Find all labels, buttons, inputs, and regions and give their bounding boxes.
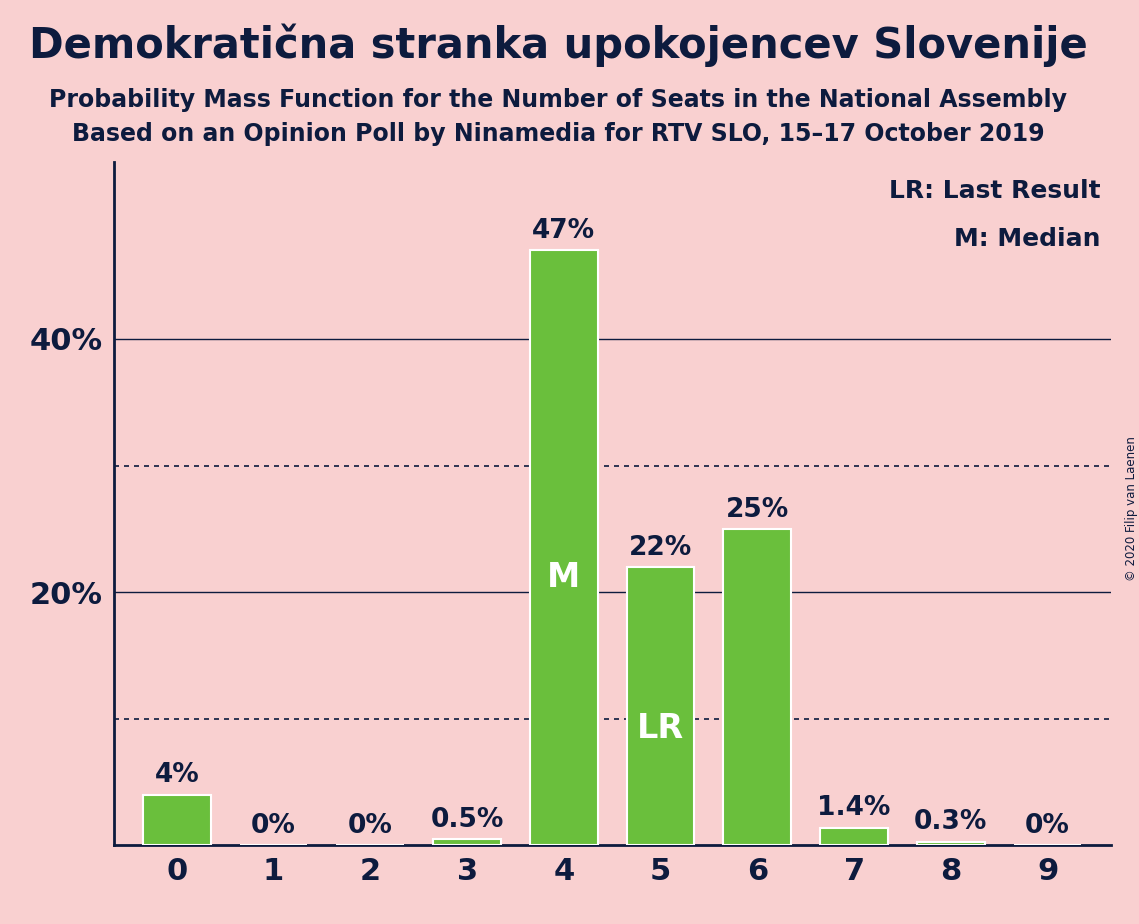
Text: 4%: 4%: [155, 762, 199, 788]
Text: LR: Last Result: LR: Last Result: [888, 179, 1100, 202]
Text: 0.5%: 0.5%: [431, 807, 503, 833]
Text: 25%: 25%: [726, 496, 789, 523]
Text: 1.4%: 1.4%: [818, 796, 891, 821]
Text: Probability Mass Function for the Number of Seats in the National Assembly: Probability Mass Function for the Number…: [49, 88, 1067, 112]
Text: © 2020 Filip van Laenen: © 2020 Filip van Laenen: [1124, 436, 1138, 580]
Text: Based on an Opinion Poll by Ninamedia for RTV SLO, 15–17 October 2019: Based on an Opinion Poll by Ninamedia fo…: [72, 122, 1044, 146]
Bar: [820, 828, 888, 845]
Text: M: M: [547, 561, 581, 594]
Text: 0.3%: 0.3%: [915, 809, 988, 835]
Text: Demokratična stranka upokojencev Slovenije: Demokratična stranka upokojencev Sloveni…: [28, 23, 1088, 67]
Bar: [626, 567, 695, 845]
Text: 0%: 0%: [251, 813, 296, 839]
Bar: [530, 250, 598, 845]
Text: 0%: 0%: [347, 813, 393, 839]
Text: 0%: 0%: [1025, 813, 1070, 839]
Bar: [723, 529, 792, 845]
Text: 47%: 47%: [532, 218, 596, 244]
Text: LR: LR: [637, 712, 685, 745]
Text: 22%: 22%: [629, 535, 693, 561]
Bar: [433, 839, 501, 845]
Text: M: Median: M: Median: [954, 226, 1100, 250]
Bar: [917, 842, 985, 845]
Bar: [142, 795, 211, 845]
